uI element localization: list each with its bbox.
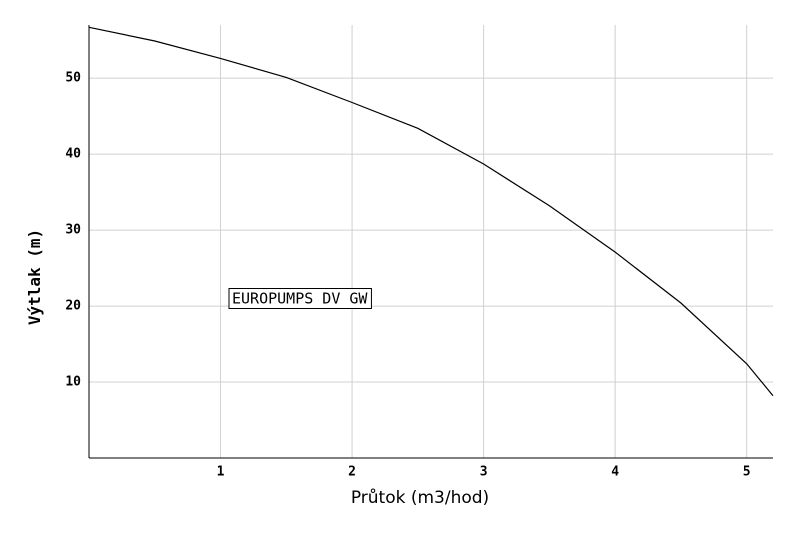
annotation-text: EUROPUMPS DV GW [232, 290, 368, 308]
y-tick-label: 40 [65, 147, 81, 162]
annotation-box [228, 288, 372, 309]
y-tick-label: 50 [65, 71, 81, 86]
x-tick-label: 5 [743, 465, 751, 480]
annotation: EUROPUMPS DV GW [228, 288, 372, 309]
x-tick-label: 1 [217, 465, 225, 480]
y-tick-label: 20 [65, 299, 81, 314]
y-tick-label: 10 [65, 375, 81, 390]
y-axis-title: Výtlak (m) [25, 229, 44, 325]
y-tick-label: 30 [65, 223, 81, 238]
x-tick-label: 3 [480, 465, 488, 480]
x-tick-label: 2 [348, 465, 356, 480]
x-axis-title: Průtok (m3/hod) [351, 488, 489, 508]
x-tick-label: 4 [611, 465, 619, 480]
line [88, 26, 774, 397]
